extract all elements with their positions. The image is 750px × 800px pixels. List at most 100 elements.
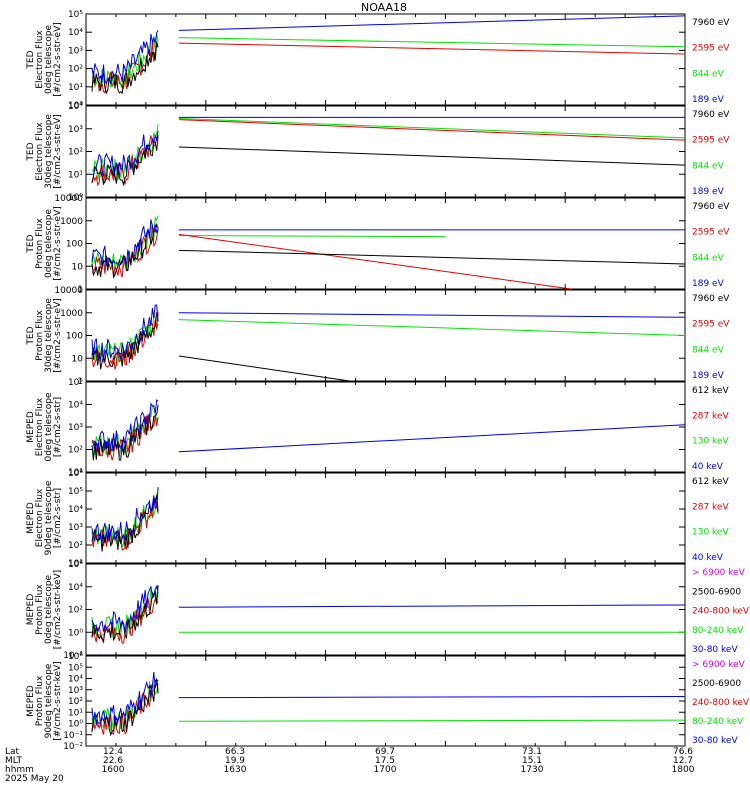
y-tick-label: 10⁵	[68, 487, 83, 497]
y-axis-label-line: Proton Flux	[35, 675, 45, 726]
series-blue-cluster	[91, 219, 159, 268]
y-tick-label: 10⁰	[68, 193, 83, 203]
y-axis-label-line: Electron Flux	[35, 122, 45, 181]
legend-entry: 844 eV	[692, 161, 725, 171]
y-tick-label: 1	[77, 377, 83, 387]
series-green-line	[178, 235, 446, 238]
y-tick-label: 10	[72, 262, 84, 272]
series-black-cluster	[91, 585, 159, 643]
y-tick-label: 1	[77, 285, 83, 295]
y-axis-label-line: [#/cm2-s-str-eV]	[53, 114, 63, 189]
panel-2: 10⁰ 10¹ 10² 10³ 10⁴ TED Electron Flux 30deg tel…	[26, 102, 730, 203]
footer-date: 2025 May 20	[5, 774, 64, 784]
plot-title: NOAA18	[361, 1, 407, 14]
y-axis-label-line: [#/cm2-s-str-keV]	[53, 661, 63, 740]
y-tick-label: 10⁴	[68, 505, 83, 515]
y-axis-label-line: TED	[26, 142, 36, 161]
footer-lat-3: 73.1	[522, 747, 542, 757]
y-axis-label: MEPED Proton Flux 90deg telescope [#/cm2-s-…	[26, 661, 63, 740]
series-green-cluster	[91, 681, 159, 732]
y-axis-label-line: [#/cm2-s-str-eV]	[53, 206, 63, 281]
y-tick-label: 10000	[54, 194, 83, 204]
y-tick-label: 10¹	[68, 468, 83, 478]
series-black-line	[178, 146, 686, 166]
footer-hhmm-0: 1600	[102, 765, 125, 775]
footer-hhmm-4: 1800	[672, 765, 695, 775]
panel-7: 10⁻² 10⁰ 10² 10⁴ 10⁶ MEPED Proton Flux 0deg tel…	[26, 560, 750, 661]
y-axis-label-line: [#/cm2-s-str-eV]	[53, 298, 63, 373]
y-tick-label: 10⁰	[68, 101, 83, 111]
legend-entry: 287 keV	[692, 411, 729, 421]
footer-row-label-hhmm: hhmm	[5, 765, 34, 775]
series-blue-cluster	[91, 399, 159, 452]
legend-entry: 40 keV	[692, 462, 724, 472]
legend-entry: 80-240 keV	[692, 626, 744, 636]
y-axis-label: MEPED Electron Flux 0deg telescope [#/cm2-s…	[26, 392, 63, 462]
y-tick-label: 10²	[68, 65, 83, 75]
y-tick-label: 100	[66, 240, 83, 250]
panel-5: 10¹ 10² 10³ 10⁴ 10⁵ MEPED Electron Flux 0deg te…	[26, 378, 729, 478]
footer-hhmm-2: 1700	[374, 765, 397, 775]
y-axis-label-line: TED	[26, 326, 36, 345]
panel-frame	[85, 381, 686, 473]
legend-entry: 130 keV	[692, 528, 729, 538]
y-axis-label-line: 0deg telescope	[44, 209, 54, 279]
y-tick-label: 10³	[68, 46, 83, 56]
legend-entry: 7960 eV	[692, 294, 730, 304]
panel-3: 1 10 100 1000 10000 TED Proton Flux 0deg telesc…	[26, 194, 730, 295]
footer-mlt-4: 12.7	[673, 756, 693, 766]
legend-entry: 2595 eV	[692, 44, 730, 54]
y-axis-label-line: MEPED	[26, 685, 36, 717]
legend-entry: 844 eV	[692, 69, 725, 79]
legend-entry: 30-80 keV	[692, 736, 738, 746]
panel-4: 1 10 100 1000 10000 TED Proton Flux 30deg teles…	[26, 286, 730, 387]
y-tick-label: 10²	[68, 148, 83, 158]
legend-entry: 844 eV	[692, 253, 725, 263]
legend-entry: 844 eV	[692, 345, 725, 355]
series-blue-cluster	[91, 30, 159, 85]
y-tick-label: 10⁻²	[63, 742, 83, 752]
y-tick-label: 10000	[54, 286, 83, 296]
footer-mlt-0: 22.6	[103, 756, 123, 766]
panel-frame	[85, 563, 686, 656]
series-red-cluster	[91, 135, 159, 187]
y-tick-label: 10¹	[68, 170, 83, 180]
series-blue-cluster	[91, 130, 159, 177]
legend-entry: > 6900 keV	[692, 568, 746, 578]
series-blue-line	[178, 312, 686, 318]
y-tick-label: 10⁰	[68, 628, 83, 638]
y-axis-label-line: MEPED	[26, 502, 36, 534]
series-red-line	[178, 119, 686, 141]
y-tick-label: 10⁴	[68, 401, 83, 411]
y-axis-label-line: Proton Flux	[35, 310, 45, 361]
y-tick-label: 10⁻¹	[63, 731, 83, 741]
legend-entry: 7960 eV	[692, 202, 730, 212]
legend-entry: 40 keV	[692, 553, 724, 563]
y-tick-label: 10⁴	[68, 102, 83, 112]
y-axis-label-line: 0deg telescope	[44, 25, 54, 95]
y-axis-label-line: TED	[26, 50, 36, 69]
footer-row-label-mlt: MLT	[5, 756, 23, 766]
series-green-line	[178, 719, 686, 722]
footer-mlt-1: 19.9	[225, 756, 245, 766]
panel-frame	[85, 655, 686, 747]
legend-entry: 80-240 keV	[692, 717, 744, 727]
y-tick-label: 10⁶	[68, 560, 83, 570]
series-red-cluster	[91, 679, 159, 735]
y-tick-label: 10⁻²	[63, 651, 83, 661]
series-blue-cluster	[91, 304, 159, 362]
y-tick-label: 10³	[68, 125, 83, 135]
y-axis-label-line: Proton Flux	[35, 584, 45, 635]
y-axis-label-line: MEPED	[26, 411, 36, 443]
y-axis-label: TED Proton Flux 30deg telescope [#/cm2-s-st…	[26, 298, 63, 373]
y-axis-label-line: 0deg telescope	[44, 575, 54, 645]
series-blue-cluster	[91, 487, 159, 543]
series-blue-line	[178, 15, 686, 31]
legend-entry: 240-800 keV	[692, 607, 750, 617]
y-tick-label: 10³	[68, 686, 83, 696]
legend-entry: 240-800 keV	[692, 698, 750, 708]
y-axis-label-line: 90deg telescope	[44, 480, 54, 555]
series-red-cluster	[91, 497, 159, 551]
legend-entry: 189 eV	[692, 95, 725, 105]
